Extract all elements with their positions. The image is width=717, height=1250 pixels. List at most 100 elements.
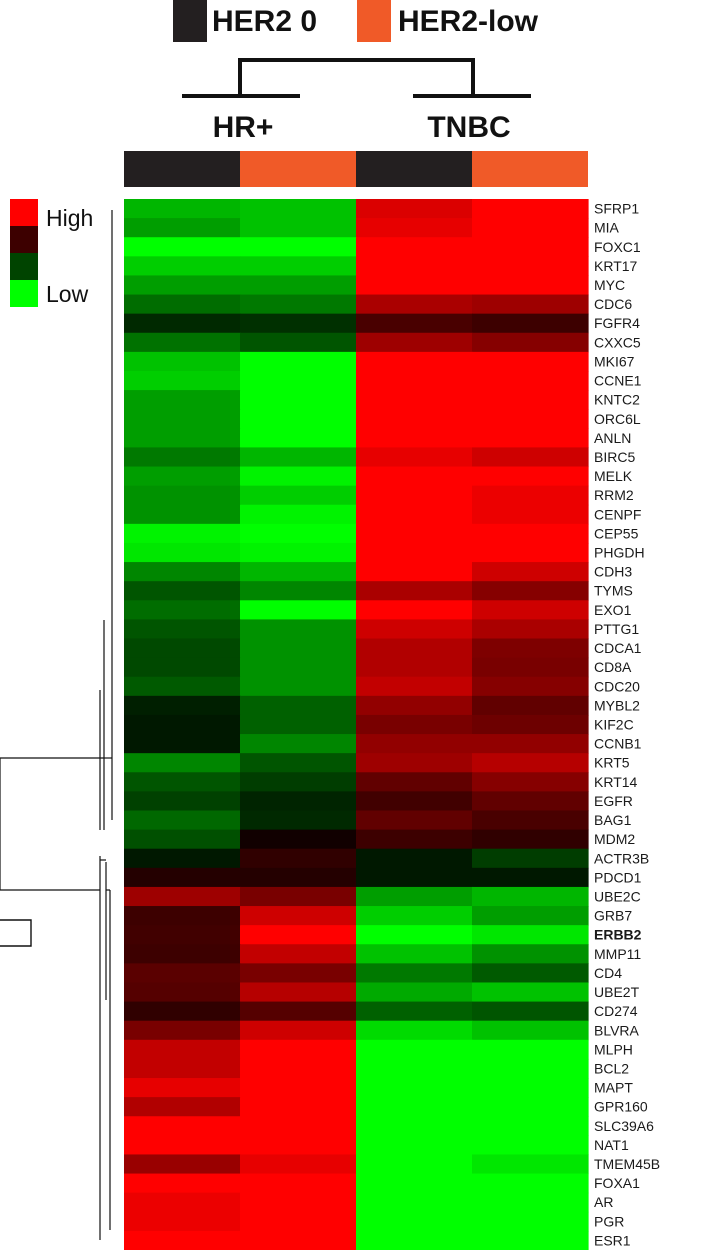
- heatmap-cell: [356, 294, 473, 315]
- heatmap-cell: [356, 485, 473, 506]
- gene-label: CDH3: [594, 564, 632, 580]
- gene-label: ACTR3B: [594, 850, 649, 866]
- heatmap-cell: [124, 370, 241, 391]
- heatmap-cell: [472, 676, 589, 697]
- heatmap-cell: [356, 810, 473, 831]
- heatmap-cell: [124, 886, 241, 907]
- heatmap-cell: [472, 1001, 589, 1022]
- heatmap-cell: [472, 256, 589, 277]
- gene-label: KRT17: [594, 258, 638, 274]
- gene-label: MELK: [594, 468, 633, 484]
- heatmap-cell: [356, 542, 473, 563]
- heatmap-cell: [124, 542, 241, 563]
- heatmap-cell: [356, 237, 473, 257]
- heatmap-cell: [472, 1173, 589, 1194]
- gene-label: BIRC5: [594, 449, 635, 465]
- gene-label: MYC: [594, 277, 625, 293]
- gene-labels: SFRP1 MIA FOXC1 KRT17 MYC CDC6 FGFR4 CXXC5 MKI67…: [594, 201, 660, 1249]
- key-high-swatch: [10, 199, 38, 226]
- heatmap-cell: [356, 925, 473, 945]
- heatmap-cell: [356, 906, 473, 926]
- heatmap-cell: [124, 390, 241, 410]
- heatmap-cell: [240, 1001, 357, 1022]
- heatmap-cells: [124, 199, 589, 1250]
- heatmap-cell: [124, 1211, 241, 1232]
- gene-label: CEP55: [594, 525, 639, 541]
- heatmap-cell: [472, 428, 589, 449]
- heatmap-cell: [124, 657, 241, 678]
- heatmap-cell: [124, 906, 241, 926]
- heatmap-cell: [472, 714, 589, 735]
- heatmap-cell: [240, 829, 357, 850]
- heatmap-cell: [124, 695, 241, 716]
- heatmap-cell: [356, 1173, 473, 1194]
- heatmap-cell: [240, 466, 357, 487]
- heatmap-cell: [240, 676, 357, 697]
- heatmap-cell: [240, 409, 357, 429]
- gene-label: NAT1: [594, 1137, 629, 1153]
- heatmap-cell: [472, 695, 589, 716]
- heatmap-cell: [356, 676, 473, 697]
- heatmap-cell: [472, 925, 589, 945]
- legend-label-her2-0: HER2 0: [212, 5, 317, 38]
- heatmap-cell: [124, 313, 241, 334]
- gene-label: ERBB2: [594, 927, 642, 943]
- heatmap-cell: [472, 906, 589, 926]
- heatmap-cell: [124, 1135, 241, 1156]
- heatmap-cell: [124, 256, 241, 277]
- gene-label: BCL2: [594, 1060, 629, 1076]
- heatmap-cell: [472, 409, 589, 429]
- heatmap-cell: [240, 1230, 357, 1250]
- heatmap-cell: [472, 447, 589, 468]
- heatmap-cell: [472, 638, 589, 659]
- gene-label: PGR: [594, 1213, 624, 1229]
- heatmap-cell: [240, 351, 357, 372]
- heatmap-cell: [472, 1097, 589, 1117]
- gene-label: MKI67: [594, 353, 635, 369]
- key-low-label: Low: [46, 281, 89, 307]
- heatmap-cell: [124, 275, 241, 296]
- heatmap-cell: [356, 638, 473, 659]
- heatmap-cell: [240, 275, 357, 296]
- heatmap-cell: [240, 1116, 357, 1136]
- column-dendrogram: [182, 58, 531, 98]
- heatmap-cell: [472, 1230, 589, 1250]
- gene-label: MAPT: [594, 1080, 633, 1096]
- heatmap-cell: [240, 810, 357, 831]
- gene-label: PHGDH: [594, 545, 645, 561]
- heatmap-cell: [240, 848, 357, 869]
- heatmap-cell: [472, 1058, 589, 1079]
- gene-label: ORC6L: [594, 411, 641, 427]
- heatmap-cell: [472, 619, 589, 640]
- heatmap-cell: [356, 1020, 473, 1041]
- heatmap-cell: [240, 237, 357, 257]
- heatmap-cell: [240, 963, 357, 984]
- gene-label: FOXA1: [594, 1175, 640, 1191]
- gene-label: CDC6: [594, 296, 632, 312]
- gene-label: SLC39A6: [594, 1118, 654, 1134]
- heatmap-cell: [356, 772, 473, 792]
- heatmap-cell: [124, 1020, 241, 1041]
- gene-label: GPR160: [594, 1099, 648, 1115]
- her2-legend: HER2 0 HER2-low: [173, 0, 539, 42]
- heatmap-cell: [240, 523, 357, 544]
- heatmap-cell: [240, 581, 357, 601]
- heatmap-cell: [240, 753, 357, 773]
- heatmap-cell: [356, 1211, 473, 1232]
- heatmap-cell: [240, 867, 357, 888]
- heatmap-cell: [240, 313, 357, 334]
- heatmap-cell: [240, 695, 357, 716]
- heatmap-cell: [240, 1097, 357, 1117]
- heatmap-cell: [472, 275, 589, 296]
- heatmap-cell: [240, 714, 357, 735]
- heatmap-cell: [240, 1078, 357, 1098]
- heatmap-cell: [356, 1116, 473, 1136]
- heatmap-cell: [472, 542, 589, 563]
- gene-label: MYBL2: [594, 697, 640, 713]
- heatmap-cell: [356, 466, 473, 487]
- heatmap-cell: [124, 581, 241, 601]
- heatmap-cell: [240, 542, 357, 563]
- gene-label: CDCA1: [594, 640, 642, 656]
- heatmap-cell: [124, 1230, 241, 1250]
